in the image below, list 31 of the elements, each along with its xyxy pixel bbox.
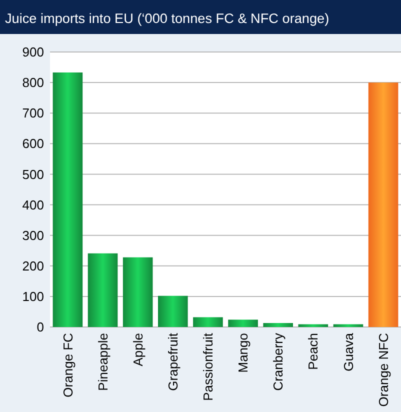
x-tick-label: Grapefruit xyxy=(165,332,180,391)
bar xyxy=(263,323,293,327)
y-tick-label: 600 xyxy=(22,136,44,152)
y-tick-label: 800 xyxy=(22,75,44,90)
x-tick-label: Guava xyxy=(340,332,356,372)
y-tick-label: 100 xyxy=(22,288,44,304)
x-tick-label: Orange NFC xyxy=(376,333,391,407)
bar xyxy=(88,253,118,327)
bar xyxy=(158,296,188,327)
y-tick-label: 700 xyxy=(22,106,44,121)
bar xyxy=(193,317,223,327)
bar xyxy=(228,320,258,327)
y-tick-label: 300 xyxy=(22,228,44,243)
x-tick-label: Passionfruit xyxy=(200,332,216,401)
bar xyxy=(333,324,364,327)
x-tick-label: Orange FC xyxy=(60,333,76,398)
y-tick-label: 900 xyxy=(22,44,44,60)
bar xyxy=(298,324,328,327)
x-tick-label: Cranberry xyxy=(270,332,286,391)
y-tick-label: 0 xyxy=(36,320,44,335)
bar xyxy=(368,82,398,327)
x-tick-label: Mango xyxy=(236,333,251,373)
bar xyxy=(52,72,83,327)
chart-title: Juice imports into EU (‘000 tonnes FC & NFC orange) xyxy=(5,11,330,26)
x-tick-label: Pineapple xyxy=(95,333,110,391)
y-tick-label: 200 xyxy=(22,258,44,274)
bar xyxy=(122,257,153,327)
x-tick-label: Apple xyxy=(130,333,146,366)
x-tick-label: Peach xyxy=(306,333,321,370)
y-tick-label: 500 xyxy=(22,166,44,182)
y-tick-label: 400 xyxy=(22,197,44,212)
